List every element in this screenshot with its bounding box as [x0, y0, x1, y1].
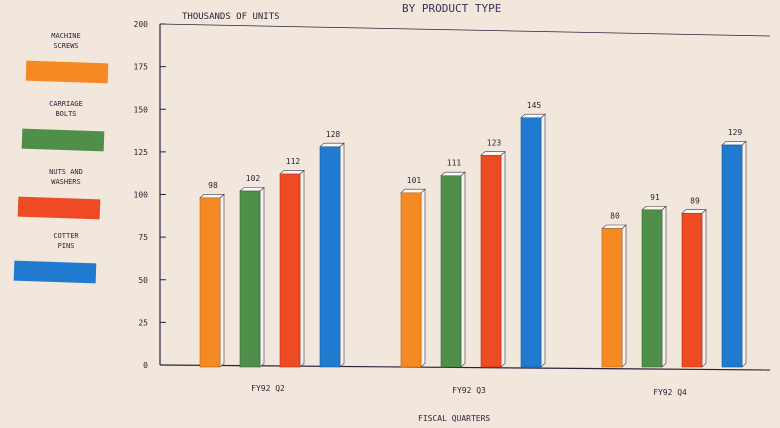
x-axis-label: FISCAL QUARTERS: [418, 414, 490, 423]
bar: [681, 212, 703, 368]
bar-side: [420, 188, 426, 368]
legend-swatch: [13, 260, 97, 284]
bar-value-label: 123: [487, 138, 502, 147]
bar: [319, 146, 341, 368]
bar-top: [319, 142, 345, 148]
bar-side: [339, 142, 345, 368]
y-tick-label: 25: [138, 318, 148, 327]
bar-top: [239, 187, 265, 192]
bar-value-label: 102: [246, 174, 261, 183]
legend-swatch: [17, 196, 101, 220]
bar-value-label: 98: [208, 181, 218, 190]
bar-side: [540, 113, 546, 368]
bar-top: [279, 170, 305, 175]
y-tick-label: 75: [138, 233, 148, 242]
bar-side: [460, 171, 466, 368]
bar-value-label: 112: [286, 157, 301, 166]
bars-group: 98 102 112 128 FY92 Q2 101 111 123 145 FY92 Q3 80 9…: [199, 101, 747, 397]
bar-top: [681, 209, 707, 214]
bar-value-label: 89: [690, 196, 700, 205]
bar-side: [259, 186, 265, 368]
bar-value-label: 145: [527, 101, 542, 110]
bar-value-label: 91: [650, 193, 660, 202]
bar: [601, 228, 623, 368]
bar: [641, 209, 663, 368]
bar-side: [299, 169, 305, 368]
bar-value-label: 101: [407, 176, 422, 185]
x-tick-label: FY92 Q3: [452, 386, 486, 395]
bar: [400, 192, 422, 368]
bar: [279, 173, 301, 368]
x-tick-label: FY92 Q4: [653, 388, 687, 397]
legend-swatch: [21, 128, 105, 152]
legend-label: PINS: [58, 242, 75, 250]
y-tick-label: 150: [134, 105, 149, 114]
legend-label: WASHERS: [51, 178, 81, 186]
bar-top: [199, 194, 225, 199]
bar-top: [601, 224, 627, 229]
bar-top: [400, 188, 426, 194]
bar-top: [641, 205, 667, 211]
bar-value-label: 129: [728, 128, 743, 137]
legend-label: NUTS AND: [49, 168, 83, 176]
bar-top: [440, 171, 466, 177]
bar: [480, 154, 502, 368]
legend-label: COTTER: [53, 232, 79, 240]
bar-side: [701, 208, 707, 368]
legend-label: MACHINE: [51, 32, 81, 40]
y-tick-label: 125: [134, 148, 149, 157]
bar-side: [741, 140, 747, 368]
y-tick-label: 100: [134, 191, 149, 200]
bar-top: [520, 113, 546, 119]
y-tick-label: 0: [143, 361, 148, 370]
x-tick-label: FY92 Q2: [251, 384, 285, 393]
y-tick-label: 200: [134, 20, 149, 29]
bar-side: [621, 224, 627, 368]
bar-value-label: 80: [610, 212, 620, 221]
y-tick-label: 175: [134, 63, 149, 72]
bar-side: [219, 193, 225, 368]
legend-label: CARRIAGE: [49, 100, 83, 108]
legend-label: BOLTS: [55, 110, 76, 118]
chart-title: BY PRODUCT TYPE: [402, 2, 501, 15]
legend-swatch: [25, 60, 109, 84]
top-frame-line: [159, 23, 771, 37]
legend-label: SCREWS: [53, 42, 78, 50]
bar: [520, 117, 542, 368]
bar-top: [721, 141, 747, 146]
y-tick-label: 50: [138, 276, 148, 285]
bar: [440, 175, 462, 368]
bar: [721, 144, 743, 368]
bar: [239, 190, 261, 368]
bar: [199, 197, 221, 368]
legend: MACHINE SCREWS CARRIAGE BOLTS NUTS AND WASHER…: [13, 32, 109, 284]
bar-value-label: 128: [326, 130, 341, 139]
y-axis-label: THOUSANDS OF UNITS: [182, 12, 280, 22]
bar-top: [480, 151, 506, 156]
bar-side: [661, 205, 667, 368]
bar-value-label: 111: [447, 159, 462, 168]
bar-side: [500, 151, 506, 368]
